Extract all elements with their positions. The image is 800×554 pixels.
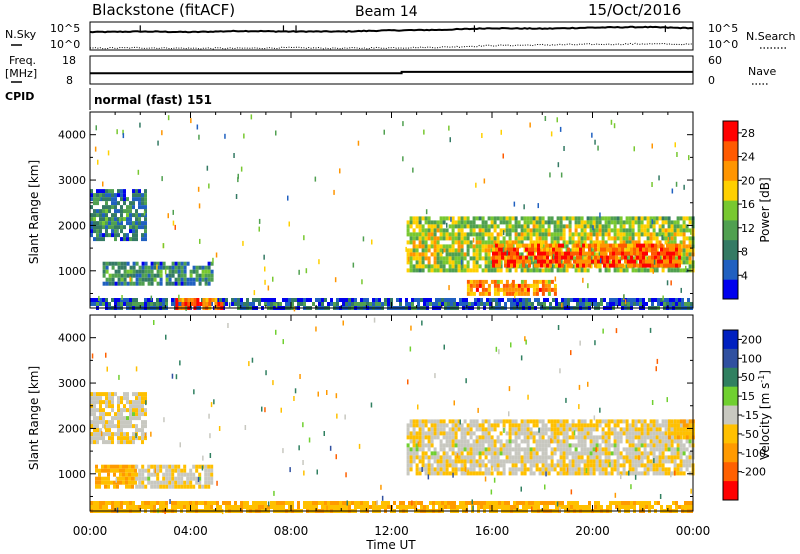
x-tick-label: 08:00 <box>274 524 309 538</box>
velocity-label-end: ] <box>758 370 772 375</box>
power-y-ticks: 1000 2000 3000 4000 <box>58 129 693 294</box>
cpid-label: CPID <box>5 90 34 103</box>
noise-right-tick-top: 10^5 <box>708 22 738 35</box>
velocity-label-main: Velocity [m s <box>758 383 772 460</box>
scatter-region <box>466 279 557 296</box>
cpid-value: normal (fast) 151 <box>94 93 212 107</box>
station-title: Blackstone (fitACF) <box>92 1 235 19</box>
nave-tick-bottom: 0 <box>708 74 715 87</box>
x-tick-label: 20:00 <box>575 524 610 538</box>
nave-label: Nave <box>748 65 776 78</box>
power-colorbar-label: Power [dB] <box>758 177 772 242</box>
power-colorbar-tick: 20 <box>741 174 755 187</box>
noise-left-label: N.Sky <box>5 28 37 41</box>
sparse-echoes <box>91 317 692 515</box>
nave-tick-top: 60 <box>708 54 722 67</box>
x-tick-label: 00:00 <box>73 524 108 538</box>
velocity-colorbar: 200 100 50 15 -15 -50 -100 -200 Velocity [m s-1… <box>722 329 772 501</box>
scatter-region <box>135 464 214 489</box>
y-tick-label: 4000 <box>58 332 86 345</box>
noise-sky-trace <box>89 25 694 34</box>
y-tick-label: 1000 <box>58 265 86 278</box>
velocity-colorbar-tick: 15 <box>741 390 755 403</box>
scatter-region <box>90 392 147 445</box>
velocity-y-axis-label: Slant Range [km] <box>27 366 41 470</box>
velocity-data <box>90 317 695 515</box>
velocity-colorbar-label: Velocity [m s-1] <box>757 370 772 460</box>
velocity-colorbar-tick: -15 <box>741 409 759 422</box>
velocity-colorbar-tick: 100 <box>741 352 762 365</box>
x-tick-label: 04:00 <box>173 524 208 538</box>
velocity-colorbar-tick: 200 <box>741 333 762 346</box>
scatter-region <box>492 243 681 268</box>
power-colorbar-tick: 8 <box>741 246 748 259</box>
y-tick-label: 2000 <box>58 219 86 232</box>
frequency-panel: Freq. [MHz] 18 8 60 0 Nave <box>5 54 776 87</box>
noise-search-trace <box>89 42 693 50</box>
power-panel: 1000 2000 3000 4000 Slant Range [km] <box>27 111 695 312</box>
power-colorbar-tick: 28 <box>741 127 755 140</box>
velocity-colorbar-tick: -50 <box>741 428 759 441</box>
x-tick-label: 00:00 <box>676 524 711 538</box>
velocity-label-sup: -1 <box>757 375 766 383</box>
y-tick-label: 2000 <box>58 422 86 435</box>
velocity-y-ticks: 1000 2000 3000 4000 <box>58 332 693 497</box>
freq-label-bottom: [MHz] <box>5 67 37 80</box>
scatter-region <box>95 464 137 489</box>
beam-title: Beam 14 <box>355 4 418 20</box>
freq-label-top: Freq. <box>9 54 36 67</box>
x-axis-labels: 00:00 04:00 08:00 12:00 16:00 20:00 00:00 <box>73 524 711 538</box>
velocity-panel: 1000 2000 3000 4000 Slant Range [km] <box>27 314 695 515</box>
velocity-colorbar-tick: -200 <box>741 466 766 479</box>
power-x-ticks <box>89 112 694 308</box>
noise-left-tick-top: 10^5 <box>50 22 80 35</box>
power-colorbar-tick: 12 <box>741 222 755 235</box>
velocity-colorbar-tick: 50 <box>741 371 755 384</box>
noise-panel: N.Sky 10^5 10^0 10^5 10^0 N.Search <box>5 21 796 51</box>
noise-right-tick-bottom: 10^0 <box>708 38 738 51</box>
scatter-region <box>90 189 147 242</box>
scatter-region <box>102 261 214 286</box>
noise-right-label: N.Search <box>746 30 796 43</box>
velocity-x-ticks <box>89 315 694 511</box>
x-tick-label: 16:00 <box>475 524 510 538</box>
x-tick-label: 12:00 <box>374 524 409 538</box>
power-colorbar-tick: 24 <box>741 151 755 164</box>
power-data <box>90 114 695 312</box>
power-colorbar: 4 8 12 16 20 24 28 Power [dB] <box>722 120 772 300</box>
frequency-line <box>90 70 693 75</box>
noise-traces <box>89 25 694 50</box>
noise-left-tick-bottom: 10^0 <box>50 38 80 51</box>
power-colorbar-tick: 16 <box>741 198 755 211</box>
date-title: 15/Oct/2016 <box>588 1 681 19</box>
power-colorbar-tick: 4 <box>741 269 748 282</box>
y-tick-label: 3000 <box>58 174 86 187</box>
y-tick-label: 1000 <box>58 468 86 481</box>
freq-tick-top: 18 <box>62 54 76 67</box>
power-y-axis-label: Slant Range [km] <box>27 160 41 264</box>
sparse-echoes <box>94 114 692 312</box>
velocity-colorbar-tick: -100 <box>741 447 766 460</box>
x-axis-label: Time UT <box>365 538 416 552</box>
scatter-region <box>406 419 695 476</box>
freq-tick-bottom: 8 <box>66 74 73 87</box>
frequency-trace <box>90 70 693 75</box>
y-tick-label: 4000 <box>58 129 86 142</box>
y-tick-label: 3000 <box>58 377 86 390</box>
